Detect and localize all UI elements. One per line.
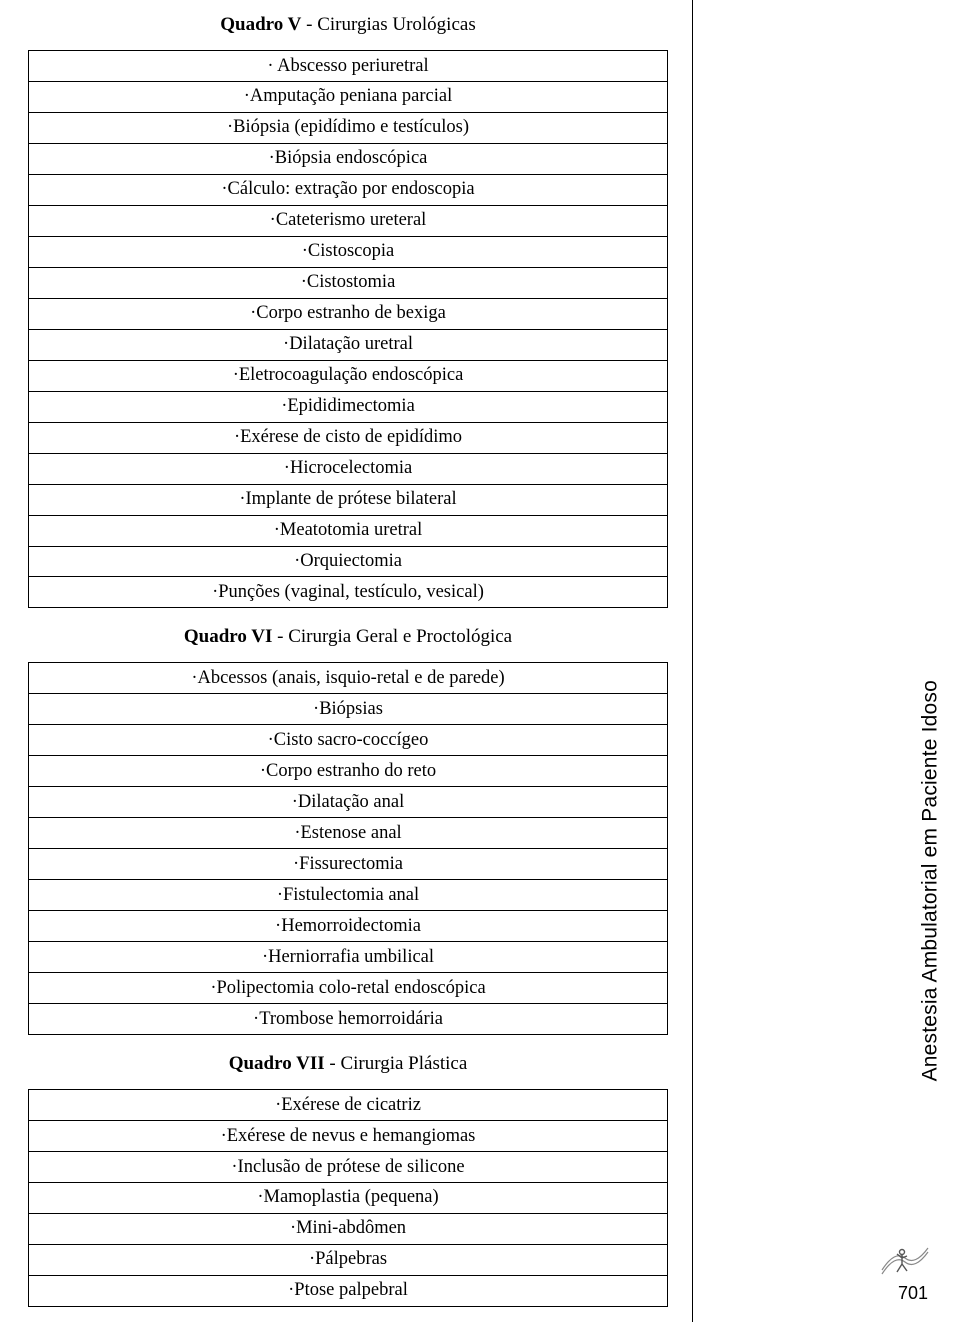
table-row: ·Mini-abdômen: [29, 1213, 668, 1244]
table-row: ·Implante de prótese bilateral: [29, 484, 668, 515]
table-cell: ·Corpo estranho de bexiga: [29, 298, 668, 329]
table-cell: ·Fissurectomia: [29, 849, 668, 880]
table-row: ·Corpo estranho de bexiga: [29, 298, 668, 329]
table-row: ·Biópsia endoscópica: [29, 143, 668, 174]
table-row: ·Biópsia (epidídimo e testículos): [29, 112, 668, 143]
table-cell: ·Mamoplastia (pequena): [29, 1182, 668, 1213]
table-cell: ·Exérese de cisto de epidídimo: [29, 422, 668, 453]
table-row: ·Ptose palpebral: [29, 1275, 668, 1306]
table-cell: ·Eletrocoagulação endoscópica: [29, 360, 668, 391]
quadro-vi-table: ·Abcessos (anais, isquio-retal e de pare…: [28, 662, 668, 1035]
table-cell: ·Dilatação uretral: [29, 329, 668, 360]
table-row: ·Exérese de cicatriz: [29, 1090, 668, 1121]
table-row: ·Meatotomia uretral: [29, 515, 668, 546]
table-cell: ·Herniorrafia umbilical: [29, 942, 668, 973]
table-row: ·Inclusão de prótese de silicone: [29, 1152, 668, 1183]
table-row: ·Herniorrafia umbilical: [29, 942, 668, 973]
quadro-vi-title: Quadro VI - Cirurgia Geral e Proctológic…: [28, 626, 668, 648]
table-cell: ·Biópsia (epidídimo e testículos): [29, 112, 668, 143]
quadro-vi-title-rest: - Cirurgia Geral e Proctológica: [272, 626, 512, 647]
table-cell: ·Abcessos (anais, isquio-retal e de pare…: [29, 663, 668, 694]
table-row: ·Biópsias: [29, 694, 668, 725]
table-cell: ·Cistostomia: [29, 267, 668, 298]
table-cell: ·Inclusão de prótese de silicone: [29, 1152, 668, 1183]
table-cell: ·Mini-abdômen: [29, 1213, 668, 1244]
table-row: ·Exérese de nevus e hemangiomas: [29, 1121, 668, 1152]
vertical-divider: [692, 0, 693, 1322]
quadro-v-title-bold: Quadro V: [220, 14, 301, 35]
table-row: ·Dilatação uretral: [29, 329, 668, 360]
table-row: ·Dilatação anal: [29, 787, 668, 818]
table-cell: ·Orquiectomia: [29, 546, 668, 577]
quadro-vii-table: ·Exérese de cicatriz·Exérese de nevus e …: [28, 1089, 668, 1307]
table-cell: ·Amputação peniana parcial: [29, 81, 668, 112]
table-cell: ·Cisto sacro-coccígeo: [29, 725, 668, 756]
table-cell: ·Implante de prótese bilateral: [29, 484, 668, 515]
table-cell: ·Trombose hemorroidária: [29, 1004, 668, 1035]
table-cell: ·Punções (vaginal, testículo, vesical): [29, 577, 668, 608]
table-row: ·Abcessos (anais, isquio-retal e de pare…: [29, 663, 668, 694]
table-cell: ·Cálculo: extração por endoscopia: [29, 174, 668, 205]
table-row: ·Polipectomia colo-retal endoscópica: [29, 973, 668, 1004]
table-row: ·Amputação peniana parcial: [29, 81, 668, 112]
table-cell: ·Estenose anal: [29, 818, 668, 849]
table-row: ·Hemorroidectomia: [29, 911, 668, 942]
table-cell: ·Dilatação anal: [29, 787, 668, 818]
logo-icon: [880, 1240, 930, 1280]
table-cell: ·Exérese de nevus e hemangiomas: [29, 1121, 668, 1152]
table-row: ·Trombose hemorroidária: [29, 1004, 668, 1035]
table-row: ·Fissurectomia: [29, 849, 668, 880]
quadro-v-table: · Abscesso periuretral·Amputação peniana…: [28, 50, 668, 608]
table-row: ·Corpo estranho do reto: [29, 756, 668, 787]
main-content: Quadro V - Cirurgias Urológicas · Absces…: [28, 8, 668, 1325]
table-row: ·Estenose anal: [29, 818, 668, 849]
table-row: ·Epididimectomia: [29, 391, 668, 422]
table-cell: ·Fistulectomia anal: [29, 880, 668, 911]
table-cell: ·Exérese de cicatriz: [29, 1090, 668, 1121]
quadro-vii-title: Quadro VII - Cirurgia Plástica: [28, 1053, 668, 1075]
table-row: ·Cistostomia: [29, 267, 668, 298]
quadro-vii-title-bold: Quadro VII: [229, 1053, 325, 1074]
quadro-v-title: Quadro V - Cirurgias Urológicas: [28, 14, 668, 36]
table-row: ·Fistulectomia anal: [29, 880, 668, 911]
table-cell: ·Corpo estranho do reto: [29, 756, 668, 787]
table-cell: ·Biópsia endoscópica: [29, 143, 668, 174]
table-cell: · Abscesso periuretral: [29, 51, 668, 82]
table-row: ·Mamoplastia (pequena): [29, 1182, 668, 1213]
table-row: ·Cateterismo ureteral: [29, 205, 668, 236]
table-row: ·Punções (vaginal, testículo, vesical): [29, 577, 668, 608]
table-row: ·Exérese de cisto de epidídimo: [29, 422, 668, 453]
table-cell: ·Biópsias: [29, 694, 668, 725]
table-cell: ·Meatotomia uretral: [29, 515, 668, 546]
table-cell: ·Polipectomia colo-retal endoscópica: [29, 973, 668, 1004]
table-row: ·Cisto sacro-coccígeo: [29, 725, 668, 756]
quadro-vii-title-rest: - Cirurgia Plástica: [325, 1053, 468, 1074]
table-row: ·Cistoscopia: [29, 236, 668, 267]
table-cell: ·Cistoscopia: [29, 236, 668, 267]
quadro-v-title-rest: - Cirurgias Urológicas: [301, 14, 475, 35]
table-cell: ·Hicrocelectomia: [29, 453, 668, 484]
table-cell: ·Hemorroidectomia: [29, 911, 668, 942]
table-cell: ·Ptose palpebral: [29, 1275, 668, 1306]
chapter-side-label: Anestesia Ambulatorial em Paciente Idoso: [918, 680, 942, 1081]
table-cell: ·Cateterismo ureteral: [29, 205, 668, 236]
quadro-vi-title-bold: Quadro VI: [184, 626, 273, 647]
page-number: 701: [898, 1283, 928, 1304]
table-row: ·Hicrocelectomia: [29, 453, 668, 484]
table-row: ·Pálpebras: [29, 1244, 668, 1275]
table-row: ·Cálculo: extração por endoscopia: [29, 174, 668, 205]
table-row: · Abscesso periuretral: [29, 51, 668, 82]
table-row: ·Orquiectomia: [29, 546, 668, 577]
table-cell: ·Epididimectomia: [29, 391, 668, 422]
table-cell: ·Pálpebras: [29, 1244, 668, 1275]
table-row: ·Eletrocoagulação endoscópica: [29, 360, 668, 391]
